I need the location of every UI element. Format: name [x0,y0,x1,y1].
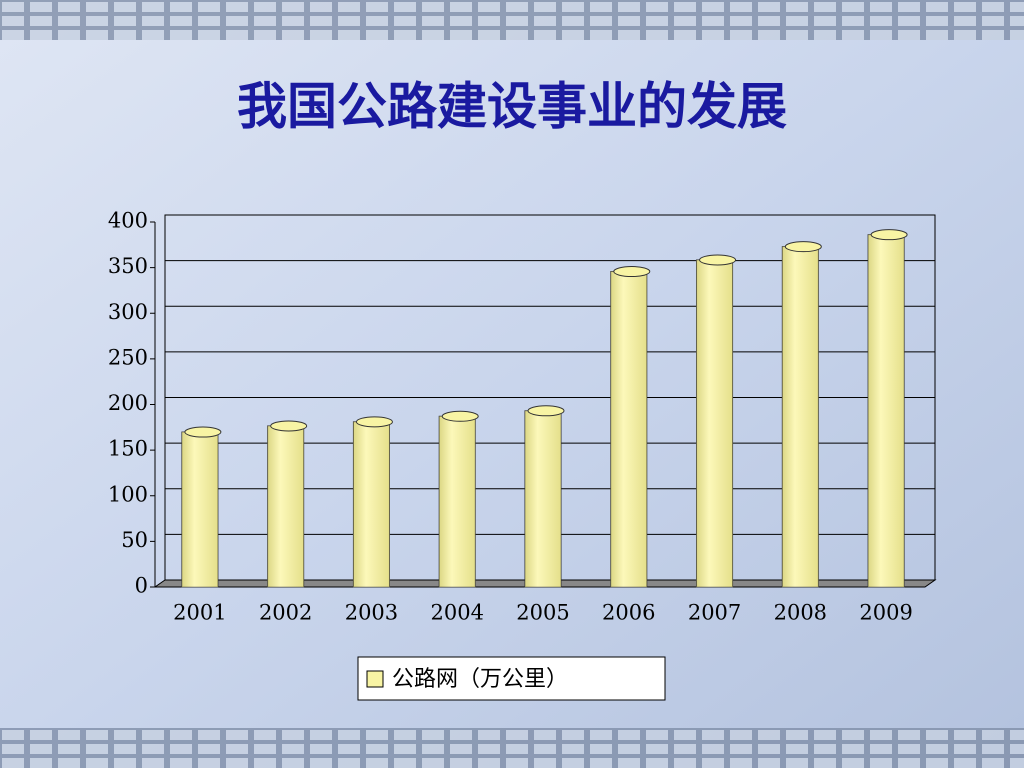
bar-top [270,420,308,432]
bar-top [699,254,737,266]
legend [357,656,666,701]
chart-title: 我国公路建设事业的发展 [237,78,787,136]
x-tick-label: 2007 [688,601,741,625]
x-tick-label: 2001 [173,601,226,625]
bar-shade [181,432,218,587]
y-tick-label: 350 [108,254,148,278]
x-tick-label: 2003 [345,601,398,625]
bar-top [784,241,822,253]
x-tick-label: 2002 [259,601,312,625]
legend-swatch [366,670,384,688]
bar-top [441,410,479,422]
bar-shade [439,416,476,587]
y-tick-label: 50 [121,528,148,552]
top-border [0,0,1024,40]
bar-top [613,266,651,278]
bar-shade [868,234,905,587]
bar-top [527,405,565,417]
y-tick-label: 0 [135,574,148,598]
y-tick-label: 100 [108,482,148,506]
x-tick-label: 2005 [516,601,569,625]
y-tick-label: 300 [108,300,148,324]
bar-shade [267,425,304,587]
x-tick-label: 2009 [859,601,912,625]
bar-shade [353,421,390,587]
y-tick-label: 200 [108,391,148,415]
bar-shade [782,246,819,587]
y-tick-label: 400 [108,209,148,233]
x-tick-label: 2006 [602,601,655,625]
bar-shade [610,271,647,587]
bar-shade [696,259,733,587]
bar-top [870,229,908,241]
bar-top [184,426,222,438]
x-tick-label: 2004 [430,601,483,625]
bottom-border [0,728,1024,768]
legend-label: 公路网（万公里） [392,667,568,692]
bar-shade [524,410,562,587]
x-tick-label: 2008 [774,601,827,625]
y-tick-label: 250 [108,345,148,369]
y-tick-label: 150 [108,437,148,461]
bar-top [355,416,393,428]
